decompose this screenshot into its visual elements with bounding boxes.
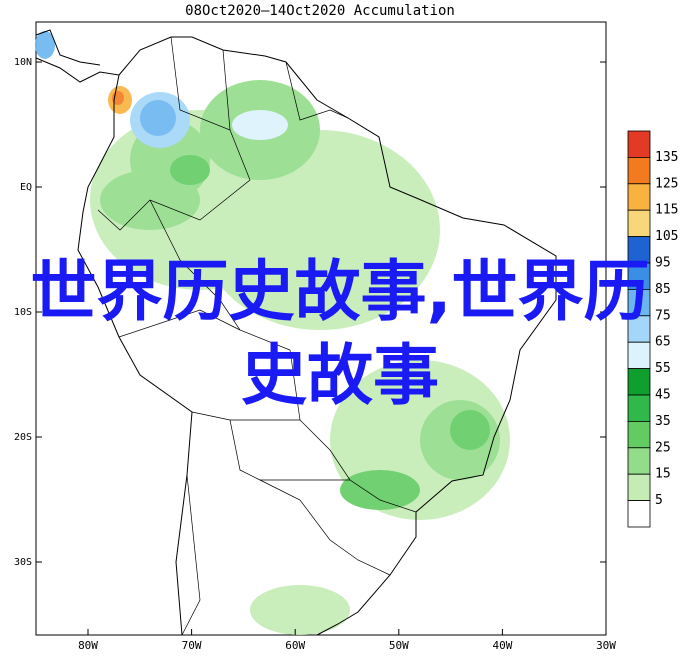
legend-swatch	[627, 130, 651, 158]
precip-field	[35, 31, 510, 635]
legend-label: 135	[655, 150, 678, 165]
legend-label: 125	[655, 176, 678, 191]
legend-swatch	[627, 420, 651, 449]
borders	[97, 36, 417, 636]
lon-label: 80W	[78, 639, 98, 652]
lon-label: 40W	[492, 639, 512, 652]
lon-label: 70W	[182, 639, 202, 652]
map-title: 08Oct2020—14Oct2020 Accumulation	[185, 3, 455, 19]
legend-label: 55	[655, 361, 671, 376]
legend-swatch	[627, 156, 651, 185]
legend-label: 35	[655, 414, 671, 429]
legend-label: 65	[655, 335, 671, 350]
legend-label: 15	[655, 467, 671, 482]
legend-swatch	[627, 183, 651, 211]
legend-label: 85	[655, 282, 671, 297]
legend-label: 75	[655, 308, 671, 323]
lon-label: 30W	[596, 639, 616, 652]
lon-label: 50W	[389, 639, 409, 652]
legend-label: 25	[655, 440, 671, 455]
legend-label: 45	[655, 388, 671, 403]
lat-label: 20S	[14, 432, 32, 443]
lon-label: 60W	[285, 639, 305, 652]
legend-label: 105	[655, 229, 678, 244]
lat-label: 30S	[14, 557, 32, 568]
lat-label: EQ	[20, 182, 32, 193]
watermark-text: 世界历史故事,世界历史故事	[30, 253, 650, 414]
legend-swatch	[627, 209, 651, 237]
lat-label: 10N	[14, 57, 32, 68]
coastlines	[35, 29, 557, 636]
lat-label: 10S	[14, 307, 32, 318]
legend-swatch	[627, 473, 651, 502]
legend-label: 115	[655, 203, 678, 218]
legend-swatch	[627, 447, 651, 475]
legend-swatch	[627, 500, 651, 528]
legend-label: 5	[655, 493, 663, 508]
legend-label: 95	[655, 256, 671, 271]
